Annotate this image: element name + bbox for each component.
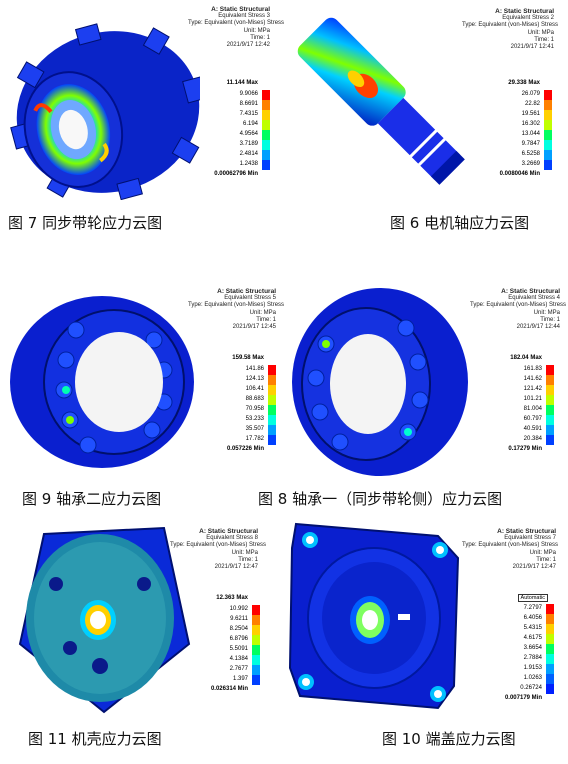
legend-header-fig10: A: Static Structural Equivalent Stress 7… bbox=[462, 528, 559, 571]
color-scale-fig11: 12.363 Max 10.992 9.6211 8.2504 6.8796 5… bbox=[200, 595, 260, 695]
bearing1-stress-render bbox=[292, 288, 468, 476]
legend-header-fig9: A: Static Structural Equivalent Stress 5… bbox=[188, 288, 285, 331]
caption-fig10: 图 10 端盖应力云图 bbox=[382, 730, 516, 748]
color-scale-fig6: 29.338 Max 26.079 22.82 19.561 16.302 13… bbox=[490, 80, 552, 180]
housing-stress-render bbox=[18, 526, 191, 714]
caption-fig7: 图 7 同步带轮应力云图 bbox=[8, 214, 163, 232]
color-scale-fig8: 182.04 Max 161.83 141.62 121.42 101.21 8… bbox=[492, 355, 554, 455]
legend-header-fig7: A: Static Structural Equivalent Stress 3… bbox=[188, 6, 285, 49]
motor-shaft-stress-render bbox=[297, 17, 465, 185]
pulley-stress-render bbox=[10, 23, 200, 200]
scale-min: 0.026314 Min bbox=[210, 686, 248, 692]
scale-min: 0.00062796 Min bbox=[214, 171, 258, 177]
color-scale-fig7: 11.144 Max 9.9066 8.6691 7.4315 6.194 4.… bbox=[210, 80, 270, 180]
scale-max: 159.58 Max bbox=[232, 355, 264, 361]
caption-fig9: 图 9 轴承二应力云图 bbox=[22, 490, 162, 508]
scale-min: 0.007179 Min bbox=[504, 695, 542, 701]
bearing2-stress-render bbox=[10, 296, 194, 468]
end-cover-stress-render bbox=[288, 522, 460, 710]
scale-min: 0.0080046 Min bbox=[499, 171, 540, 177]
legend-header-fig8: A: Static Structural Equivalent Stress 4… bbox=[470, 288, 567, 331]
scale-max: 29.338 Max bbox=[508, 80, 540, 86]
legend-header-fig11: A: Static Structural Equivalent Stress 8… bbox=[170, 528, 267, 571]
scale-max: 12.363 Max bbox=[216, 595, 248, 601]
scale-max: 182.04 Max bbox=[510, 355, 542, 361]
color-scale-fig10: Automatic 7.2797 6.4056 5.4315 4.6175 3.… bbox=[488, 594, 554, 704]
caption-fig6: 图 6 电机轴应力云图 bbox=[390, 214, 530, 232]
autoscale-label: Automatic bbox=[517, 594, 548, 602]
scale-max: 11.144 Max bbox=[226, 80, 258, 86]
caption-fig11: 图 11 机壳应力云图 bbox=[28, 730, 162, 748]
scale-min: 0.057226 Min bbox=[226, 446, 264, 452]
legend-header-fig6: A: Static Structural Equivalent Stress 2… bbox=[462, 8, 559, 51]
caption-fig8: 图 8 轴承一（同步带轮侧）应力云图 bbox=[258, 490, 503, 508]
scale-min: 0.17279 Min bbox=[508, 446, 542, 452]
color-scale-fig9: 159.58 Max 141.86 124.13 106.41 88.683 7… bbox=[214, 355, 276, 455]
